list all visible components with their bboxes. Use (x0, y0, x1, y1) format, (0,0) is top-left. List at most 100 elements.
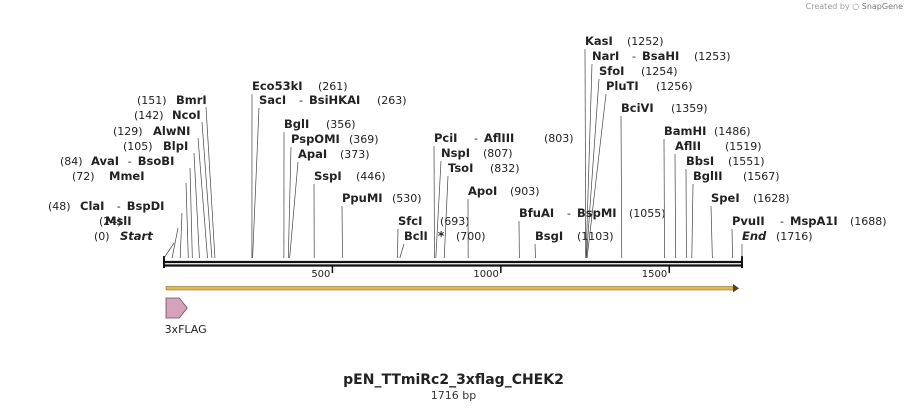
site-alt-name: MspA1I (790, 214, 838, 228)
site-apai: ApaI (373) (289, 147, 370, 259)
site-line (399, 243, 405, 259)
plasmid-title: pEN_TTmiRc2_3xflag_CHEK2 (343, 372, 564, 388)
site-position: (803) (544, 132, 574, 145)
site-position: (903) (510, 185, 540, 198)
feature-3xflag (165, 297, 188, 319)
site-alt-name: AflIII (484, 131, 514, 145)
site-position: (48) (48, 200, 71, 213)
site-position: (356) (326, 118, 356, 131)
site-name: SacI (259, 93, 286, 107)
snapgene-logo-icon: ○ (852, 2, 860, 11)
site-dash: - (117, 200, 121, 213)
site-dash: - (128, 155, 132, 168)
site-pluti: PluTI (1256) (586, 79, 693, 259)
site-position: (1359) (671, 102, 708, 115)
site-alt-name: BsoBI (138, 154, 175, 168)
site-line (205, 106, 216, 259)
site-star: * (438, 229, 445, 243)
site-name: SfoI (599, 64, 624, 78)
site-apoi: ApoI (903) (467, 184, 540, 259)
site-position: (369) (349, 133, 379, 146)
site-position: (832) (490, 162, 520, 175)
site-line (534, 243, 536, 259)
site-bamhi: BamHI (1486) (663, 124, 751, 259)
site-position: (142) (134, 109, 164, 122)
site-line (197, 137, 208, 259)
site-name: BmrI (176, 93, 207, 107)
site-name: MslI (105, 214, 132, 228)
snapgene-credit: Created by ○ SnapGene (806, 2, 903, 11)
site-msli: (24)MslI (99, 214, 179, 259)
site-clai: (48) ClaI - BspDI (48, 199, 183, 259)
orf-bar (165, 286, 735, 291)
site-line (179, 212, 183, 259)
site-position: (72) (72, 170, 95, 183)
site-position: (105) (123, 140, 153, 153)
credit-brand: SnapGene (861, 2, 903, 11)
site-name: BfuAI (519, 206, 554, 220)
site-spei: SpeI (1628) (710, 191, 790, 259)
site-line (341, 205, 343, 259)
site-line (287, 146, 292, 259)
site-line (443, 175, 449, 259)
site-position: (693) (440, 215, 470, 228)
site-saci: SacI - BsiHKAI (263) (252, 93, 407, 259)
site-position: (530) (392, 192, 422, 205)
site-nspi: NspI (807) (435, 146, 513, 259)
plasmid-size: 1716 bp (430, 389, 477, 402)
site-position: (1103) (577, 230, 614, 243)
site-alt-name: BsiHKAI (309, 93, 360, 107)
site-position: (1486) (714, 125, 751, 138)
site-position: (1256) (656, 80, 693, 93)
site-position: (1716) (776, 230, 813, 243)
site-bmri: (151) BmrI (137, 93, 216, 259)
axis-tick-label: 500 (311, 269, 330, 280)
site-alt-name: BsaHI (642, 49, 679, 63)
site-position: (446) (356, 170, 386, 183)
site-bcivi: BciVI (1359) (620, 101, 708, 259)
site-name: AvaI (91, 154, 119, 168)
site-ncoi: (142) NcoI (134, 108, 213, 259)
site-name: BlpI (163, 139, 188, 153)
credit-prefix: Created by (805, 2, 850, 11)
site-name: KasI (585, 34, 613, 48)
site-line (435, 160, 442, 259)
site-dash: - (567, 207, 571, 220)
site-ppumi: PpuMI (530) (341, 191, 422, 259)
site-line (185, 182, 189, 259)
site-avai: (84) AvaI - BsoBI (60, 154, 193, 259)
axis-tick-label: 1500 (642, 269, 667, 280)
site-sfci: SfcI (693) (397, 214, 470, 259)
site-line (193, 152, 200, 259)
site-name: SspI (314, 169, 342, 183)
site-tsoi: TsoI (832) (443, 161, 520, 259)
site-line (171, 227, 179, 259)
site-name: ApoI (468, 184, 497, 198)
site-alt-name: BspMI (577, 206, 617, 220)
site-sfoi: SfoI (1254) (586, 64, 678, 259)
site-dash: - (780, 215, 784, 228)
site-name: ApaI (298, 147, 327, 161)
site-line (710, 205, 713, 259)
site-bglii: BglII (1567) (691, 169, 780, 259)
site-position: (261) (318, 80, 348, 93)
site-sspi: SspI (446) (313, 169, 386, 259)
site-name: BbsI (686, 154, 714, 168)
site-position: (1567) (743, 170, 780, 183)
site-nari: NarI - BsaHI (1253) (585, 49, 731, 259)
site-position: (807) (483, 147, 513, 160)
site-aflii: AflII (1519) (674, 139, 762, 259)
site-position: (700) (456, 230, 486, 243)
site-position: (129) (113, 125, 143, 138)
site-name: AflII (675, 139, 701, 153)
site-line (674, 153, 676, 259)
site-pvuii: PvuII - MspA1I (1688) (731, 214, 887, 259)
site-name: AlwNI (153, 124, 190, 138)
site-dash: - (632, 50, 636, 63)
site-mmei: (72) MmeI (72, 169, 189, 259)
site-position: (1055) (629, 207, 666, 220)
site-position: (0) (94, 230, 110, 243)
site-position: (1628) (753, 192, 790, 205)
site-position: (1252) (627, 35, 664, 48)
axis-tick-label: 1000 (473, 269, 498, 280)
